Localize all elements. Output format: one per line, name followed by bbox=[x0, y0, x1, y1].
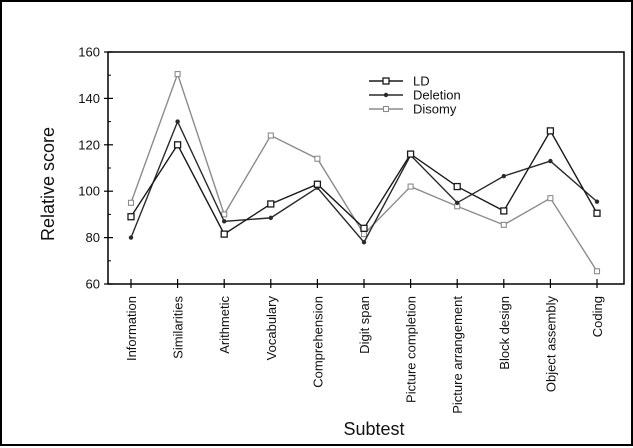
y-tick-label: 80 bbox=[86, 230, 100, 245]
x-tick-label: Picture completion bbox=[404, 296, 419, 403]
x-tick-label: Arithmetic bbox=[217, 296, 232, 354]
x-tick-label: Digit span bbox=[357, 296, 372, 354]
series-line-deletion bbox=[130, 119, 598, 244]
data-point-disomy bbox=[314, 155, 321, 162]
x-tick-label: Coding bbox=[590, 296, 605, 337]
data-point-disomy bbox=[360, 231, 368, 238]
data-point-deletion bbox=[548, 158, 553, 164]
data-point-ld bbox=[220, 230, 228, 238]
y-tick-label: 140 bbox=[78, 91, 100, 106]
data-point-deletion bbox=[594, 199, 600, 204]
data-point-disomy bbox=[547, 195, 554, 202]
data-point-ld bbox=[453, 182, 461, 191]
legend-marker bbox=[382, 77, 390, 85]
legend-label: LD bbox=[413, 74, 430, 89]
data-point-deletion bbox=[501, 173, 506, 179]
data-point-deletion bbox=[268, 215, 273, 221]
legend-label: Deletion bbox=[413, 88, 461, 103]
data-point-ld bbox=[173, 141, 182, 149]
data-point-ld bbox=[127, 213, 135, 221]
data-point-disomy bbox=[407, 183, 414, 190]
legend-item-deletion: Deletion bbox=[369, 88, 461, 103]
x-tick-label: Comprehension bbox=[310, 296, 325, 388]
axes bbox=[104, 51, 625, 288]
x-tick-label: Picture arrangement bbox=[450, 296, 465, 414]
legend-marker bbox=[383, 92, 389, 98]
x-tick-label: Information bbox=[124, 296, 139, 361]
data-point-ld bbox=[500, 207, 508, 215]
data-point-deletion bbox=[128, 235, 134, 240]
y-tick-labels: 60 80 100 120 140 160 bbox=[78, 45, 100, 292]
data-point-disomy bbox=[174, 70, 181, 78]
x-tick-label: Block design bbox=[497, 296, 512, 370]
x-tick-labels: Information Similarities Arithmetic Vocabul… bbox=[124, 296, 605, 414]
y-tick-label: 120 bbox=[78, 137, 100, 152]
y-tick-label: 60 bbox=[86, 277, 100, 292]
data-point-disomy bbox=[593, 268, 601, 275]
series-ld bbox=[127, 127, 601, 238]
series-disomy bbox=[127, 70, 601, 275]
data-point-deletion bbox=[222, 219, 227, 224]
x-tick-label: Vocabulary bbox=[264, 296, 279, 361]
data-point-ld bbox=[313, 180, 322, 188]
data-point-deletion bbox=[361, 240, 367, 245]
data-point-ld bbox=[360, 224, 368, 232]
data-point-ld bbox=[267, 200, 275, 208]
data-point-disomy bbox=[127, 199, 135, 206]
y-tick-label: 100 bbox=[78, 184, 100, 199]
data-point-deletion bbox=[455, 200, 460, 205]
data-point-disomy bbox=[267, 132, 274, 139]
legend-item-disomy: Disomy bbox=[369, 102, 457, 117]
data-point-ld bbox=[593, 209, 601, 217]
x-tick-label: Object assembly bbox=[543, 296, 558, 393]
series-group bbox=[127, 70, 601, 275]
x-axis-title: Subtest bbox=[343, 419, 404, 439]
legend-item-ld: LD bbox=[369, 74, 430, 89]
y-tick-label: 160 bbox=[78, 45, 100, 60]
legend-marker bbox=[382, 105, 390, 113]
data-point-disomy bbox=[500, 221, 507, 228]
data-point-ld bbox=[546, 127, 555, 135]
legend-label: Disomy bbox=[413, 102, 457, 117]
data-point-deletion bbox=[175, 119, 180, 124]
data-point-ld bbox=[406, 150, 415, 158]
y-axis-title: Relative score bbox=[38, 127, 58, 241]
x-tick-label: Similarities bbox=[171, 296, 186, 359]
plot-area-frame bbox=[107, 51, 625, 285]
